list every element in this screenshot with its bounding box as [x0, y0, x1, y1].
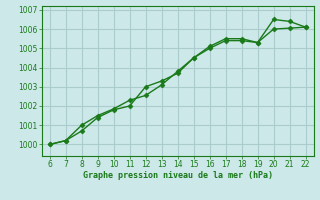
X-axis label: Graphe pression niveau de la mer (hPa): Graphe pression niveau de la mer (hPa)	[83, 171, 273, 180]
